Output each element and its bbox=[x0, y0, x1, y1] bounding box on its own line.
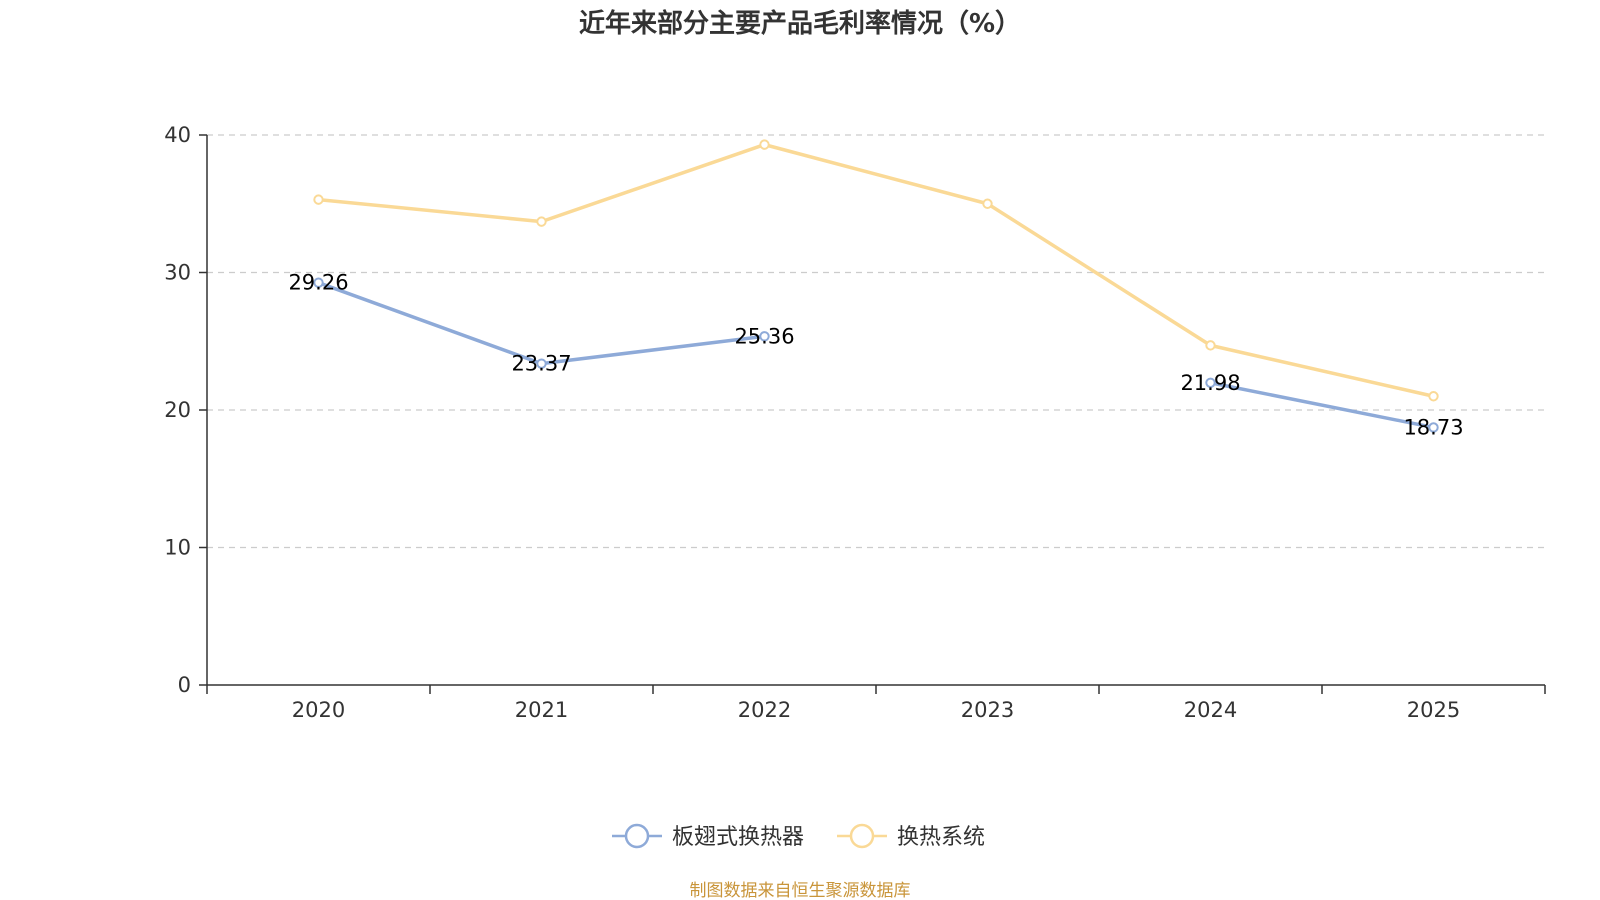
legend-label: 换热系统 bbox=[897, 825, 985, 850]
legend-item[interactable]: 换热系统 bbox=[837, 823, 985, 850]
data-label: 21.98 bbox=[1180, 371, 1240, 395]
data-point bbox=[313, 194, 324, 205]
legend-label: 板翅式换热器 bbox=[672, 825, 804, 850]
data-point bbox=[759, 331, 770, 342]
data-point bbox=[982, 198, 993, 209]
x-tick-label: 2024 bbox=[1184, 698, 1237, 722]
data-point bbox=[536, 216, 547, 227]
x-tick-label: 2021 bbox=[515, 698, 568, 722]
axes: 0 10 20 30 40 2020 2021 2022 2023 2024 2025 bbox=[164, 123, 1546, 722]
series-lines bbox=[313, 139, 1439, 433]
x-tick-label: 2023 bbox=[961, 698, 1014, 722]
series-line bbox=[1208, 381, 1436, 430]
data-labels: 29.26 23.37 25.36 21.98 18.73 bbox=[288, 271, 1463, 440]
data-point bbox=[1428, 391, 1439, 402]
x-tick-label: 2025 bbox=[1407, 698, 1460, 722]
legend-circle-icon bbox=[624, 823, 650, 849]
data-point bbox=[536, 358, 547, 369]
y-tick-label: 20 bbox=[164, 398, 191, 422]
y-tick-label: 40 bbox=[164, 123, 191, 147]
grid-lines bbox=[207, 134, 1545, 549]
data-label: 25.36 bbox=[734, 324, 794, 348]
chart-title: 近年来部分主要产品毛利率情况（%） bbox=[579, 8, 1021, 39]
data-point bbox=[759, 139, 770, 150]
legend-item[interactable]: 板翅式换热器 bbox=[612, 823, 804, 850]
data-point bbox=[313, 277, 324, 288]
data-label: 29.26 bbox=[288, 271, 348, 295]
data-point bbox=[1428, 422, 1439, 433]
source-note: 制图数据来自恒生聚源数据库 bbox=[690, 881, 911, 900]
legend-circle-icon bbox=[849, 823, 875, 849]
x-tick-label: 2022 bbox=[738, 698, 791, 722]
data-label: 23.37 bbox=[511, 352, 571, 376]
legend[interactable]: 板翅式换热器 换热系统 bbox=[612, 823, 985, 850]
data-point bbox=[1205, 377, 1216, 388]
series-line bbox=[316, 142, 1436, 398]
y-tick-label: 0 bbox=[178, 673, 191, 697]
data-label: 18.73 bbox=[1403, 415, 1463, 439]
x-tick-label: 2020 bbox=[292, 698, 345, 722]
y-tick-label: 30 bbox=[164, 261, 191, 285]
data-point bbox=[1205, 340, 1216, 351]
y-tick-label: 10 bbox=[164, 536, 191, 560]
